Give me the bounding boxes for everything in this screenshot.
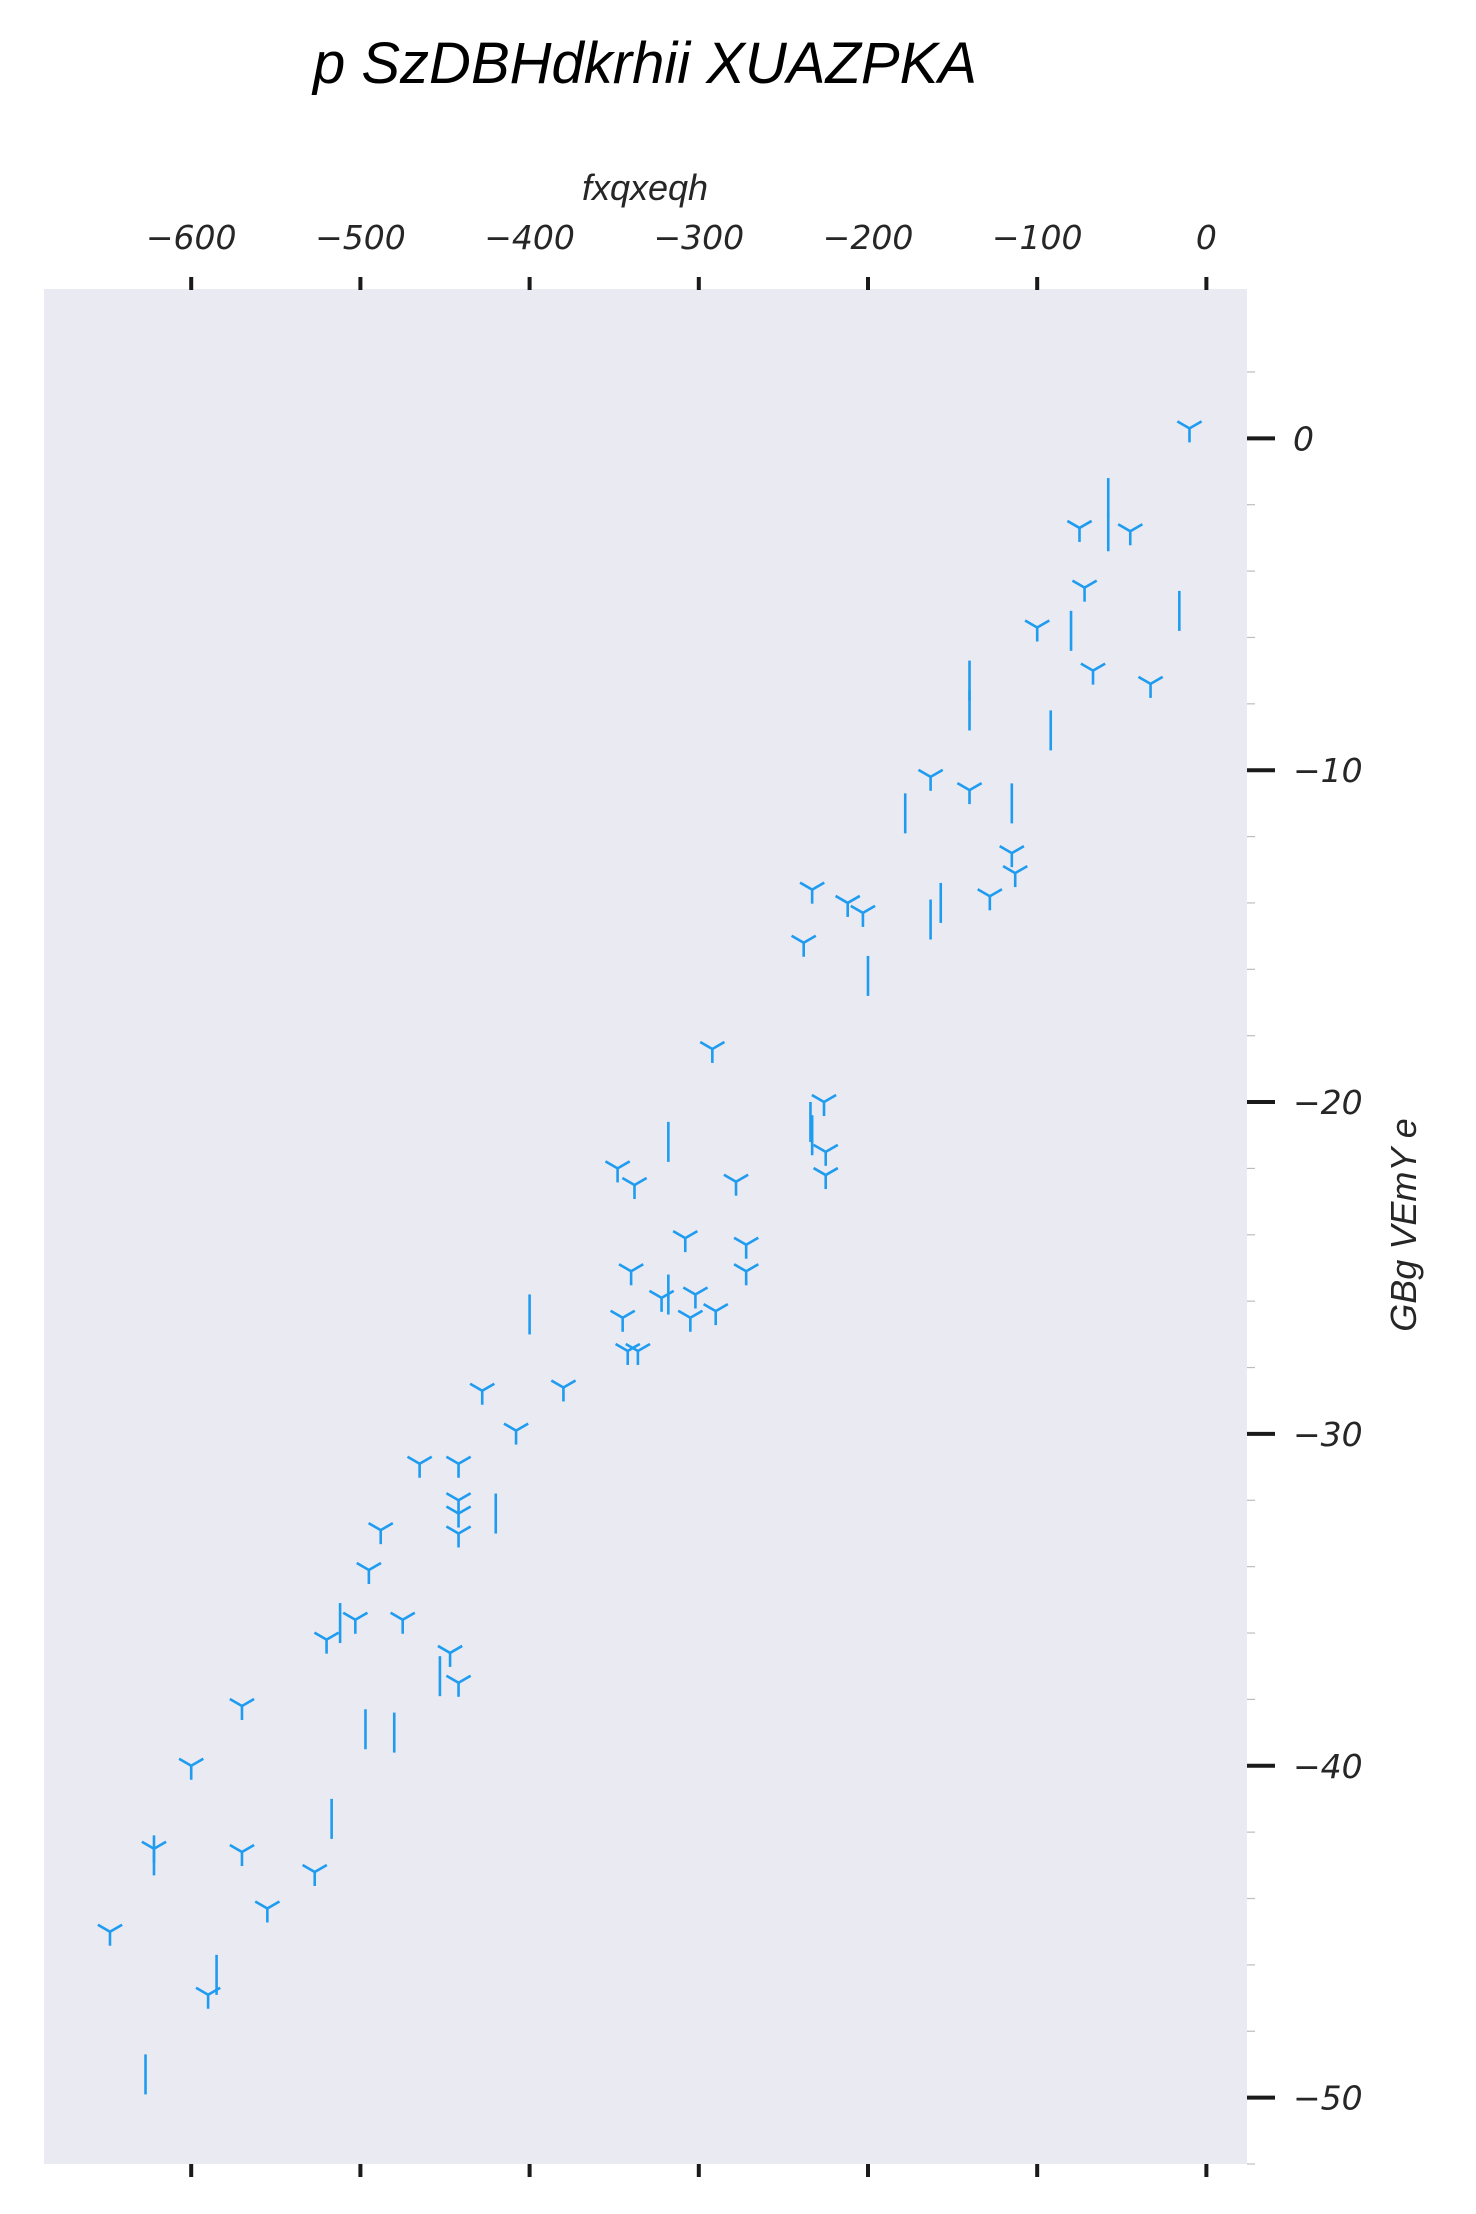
data-point [1117, 523, 1144, 546]
data-point [445, 1525, 472, 1548]
y-tick-label: −30 [1293, 1415, 1363, 1454]
data-point [254, 1900, 281, 1923]
data-point [850, 904, 876, 927]
y-tick-label: −50 [1293, 2079, 1363, 2118]
data-point [97, 1923, 123, 1946]
data-point [1002, 864, 1028, 888]
data-point [367, 1522, 394, 1545]
data-point [733, 1263, 759, 1286]
data-point [229, 1843, 255, 1867]
data-point [1066, 519, 1093, 542]
data-point [1137, 675, 1164, 698]
axis-ticks: −600 −500 −400 −300 −200 −100 0 0 −10 −20 −30 −40 −5… [146, 218, 1363, 2177]
data-point [301, 1863, 328, 1886]
x-tick-label: −400 [484, 218, 575, 257]
data-point [733, 1236, 759, 1259]
data-point [342, 1611, 369, 1634]
data-point [195, 1986, 221, 2009]
data-point [614, 1342, 641, 1365]
x-tick-label: −100 [992, 218, 1083, 257]
data-point [503, 1422, 529, 1445]
y-tick-label: −40 [1293, 1747, 1363, 1786]
data-point [1176, 420, 1203, 443]
data-point [977, 888, 1003, 911]
data-point [1080, 662, 1106, 685]
data-point [609, 1309, 636, 1332]
data-point [229, 1697, 255, 1721]
y-tick-label: −20 [1293, 1083, 1363, 1122]
data-point [956, 781, 983, 805]
data-point [550, 1379, 577, 1402]
data-point [677, 1309, 704, 1332]
chart-title: p SzDBHdkrhii XUAZPKA [311, 31, 977, 96]
x-tick-label: −300 [653, 218, 744, 257]
y-tick-label: 0 [1293, 419, 1314, 458]
y-axis-label: GBg VEmY e [1383, 1118, 1424, 1331]
data-point [406, 1455, 433, 1478]
data-point [699, 1040, 726, 1063]
data-point [1071, 579, 1098, 602]
data-point [618, 1263, 644, 1286]
data-point [1024, 619, 1050, 642]
data-point [790, 934, 817, 957]
x-tick-label: 0 [1196, 218, 1217, 257]
data-point [445, 1505, 472, 1528]
data-point [812, 1143, 839, 1166]
x-tick-label: −200 [823, 218, 914, 257]
x-tick-label: −600 [146, 218, 237, 257]
data-point [604, 1160, 631, 1183]
y-tick-label: −10 [1293, 751, 1363, 790]
x-tick-label: −500 [315, 218, 406, 257]
data-point [389, 1611, 416, 1634]
data-point [445, 1674, 472, 1697]
data-point [812, 1166, 839, 1190]
data-point [445, 1492, 472, 1515]
data-points [97, 420, 1203, 2095]
data-point [723, 1173, 749, 1196]
data-point [356, 1561, 382, 1584]
data-point [799, 881, 825, 904]
data-point [917, 768, 944, 791]
data-point [999, 845, 1025, 868]
data-point [437, 1644, 463, 1667]
data-point [621, 1176, 648, 1200]
data-point [178, 1757, 204, 1780]
x-axis-label: fxqxeqh [582, 167, 708, 208]
data-point [682, 1286, 709, 1309]
data-point [445, 1455, 472, 1478]
data-point [672, 1229, 699, 1253]
data-point [702, 1302, 729, 1326]
data-point [313, 1631, 340, 1654]
data-point [834, 894, 861, 917]
data-point [811, 1093, 837, 1117]
data-point [469, 1382, 495, 1405]
plot-area [44, 289, 1247, 2164]
